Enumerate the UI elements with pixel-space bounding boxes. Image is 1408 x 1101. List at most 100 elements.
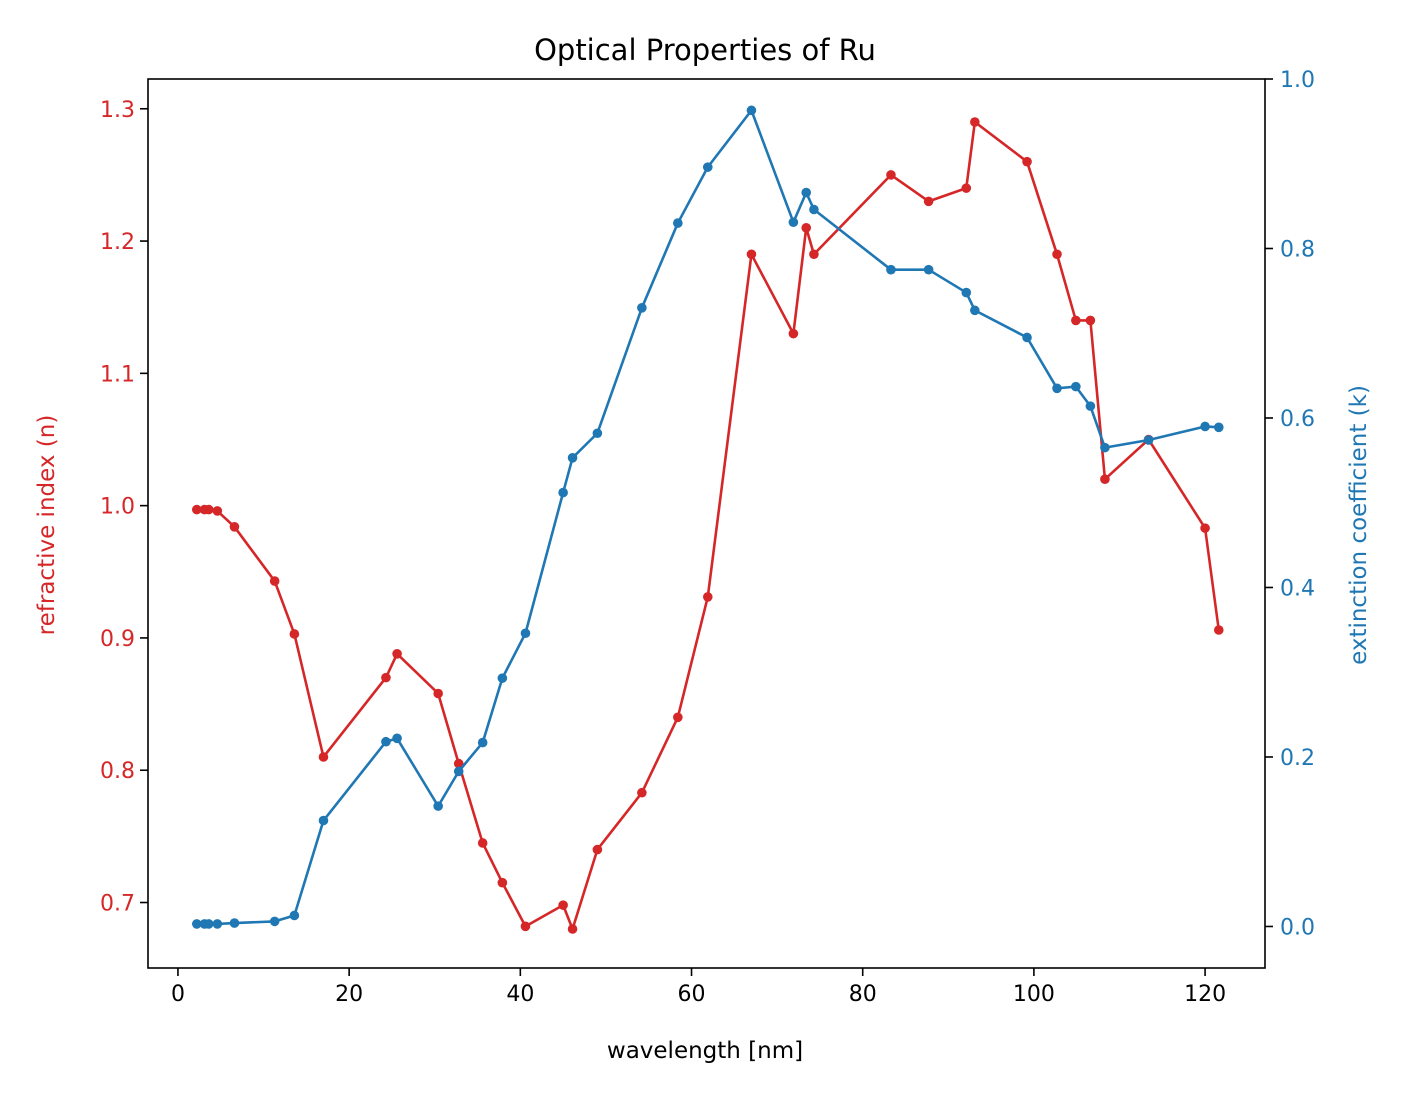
data-point [203,504,214,515]
data-point [269,576,280,586]
x-tick-label: 20 [335,982,363,1007]
data-point [381,736,391,747]
right-y-tick-label: 0.4 [1280,576,1315,601]
data-point [592,844,603,855]
data-point [592,428,603,439]
data-point [702,592,713,602]
data-point [1200,421,1210,432]
data-point [809,204,819,215]
right-y-axis-label: extinction coefficient (k) [1346,385,1372,665]
data-point [1100,474,1110,484]
data-point [1200,523,1210,533]
series-refractive-index [191,117,1224,934]
data-point [212,506,223,516]
data-point [269,916,280,927]
axes-layer: 0 20 40 60 80 100 120 0.7 0.8 0.9 1.0 1.1 1.2 1.3 0.0 0… [100,68,1315,1007]
data-point [673,218,683,228]
data-point [1022,156,1032,167]
data-point [1052,249,1062,260]
data-point [558,487,568,498]
data-point [477,838,488,848]
data-point [970,117,980,127]
right-y-tick-label: 1.0 [1280,68,1315,93]
data-point [433,801,443,811]
data-point [191,504,202,515]
data-point [637,303,647,313]
data-point [961,287,972,298]
data-point [1213,422,1224,433]
data-point [318,815,329,826]
data-point [923,196,934,207]
data-point [392,649,402,659]
x-tick-label: 60 [678,982,706,1007]
left-y-tick-label: 1.0 [100,495,135,520]
x-tick-label: 0 [171,982,185,1007]
chart-title: Optical Properties of Ru [534,33,876,67]
right-y-tick-label: 0.6 [1280,407,1315,432]
data-point [229,918,240,928]
x-tick-label: 120 [1184,982,1226,1007]
data-point [289,910,300,921]
data-point [203,919,214,929]
data-point [1085,401,1096,411]
left-y-tick-label: 0.8 [100,759,135,784]
data-point [453,758,464,769]
data-point [1143,435,1154,445]
left-y-tick-label: 1.1 [100,362,135,387]
x-tick-label: 40 [506,982,534,1007]
data-point [961,183,972,193]
data-point [1071,381,1081,392]
data-point [673,712,683,723]
data-point [1071,315,1081,326]
right-y-tick-label: 0.2 [1280,746,1315,771]
right-y-tick-label: 0.0 [1280,915,1315,940]
data-point [1213,625,1224,635]
x-tick-label: 80 [849,982,877,1007]
left-y-tick-label: 1.3 [100,98,135,123]
data-point [746,105,757,116]
data-point [801,223,812,233]
data-point [567,924,578,934]
data-point [788,328,799,339]
data-point [886,264,896,275]
data-point [497,673,508,683]
data-point [318,752,329,762]
data-point [453,766,464,777]
data-point [1052,383,1062,394]
data-point [746,249,757,260]
data-point [970,305,980,316]
data-point [788,217,799,228]
right-y-tick-label: 0.8 [1280,237,1315,262]
left-y-axis-label: refractive index (n) [34,415,60,636]
data-point [1022,332,1032,343]
data-point [1100,442,1110,453]
data-point [520,628,531,639]
data-point [637,787,647,798]
left-y-tick-label: 1.2 [100,230,135,255]
data-point [477,737,488,748]
data-point [801,187,812,198]
data-point [433,688,443,699]
plot-frame [147,78,1266,969]
data-point [229,522,240,532]
data-point [1085,315,1096,326]
data-point [702,162,713,172]
x-tick-label: 100 [1013,982,1055,1007]
data-point [886,170,896,180]
left-y-tick-label: 0.9 [100,627,135,652]
data-point [520,921,531,932]
series-layer [191,105,1224,934]
data-point [558,900,568,910]
series-extinction-coefficient [191,105,1224,929]
data-point [392,733,402,744]
data-point [923,264,934,275]
data-point [381,672,391,683]
left-y-tick-label: 0.7 [100,892,135,917]
x-axis-label: wavelength [nm] [607,1038,803,1064]
data-point [567,453,578,463]
data-point [212,919,223,929]
data-point [497,877,508,888]
data-point [191,919,202,929]
